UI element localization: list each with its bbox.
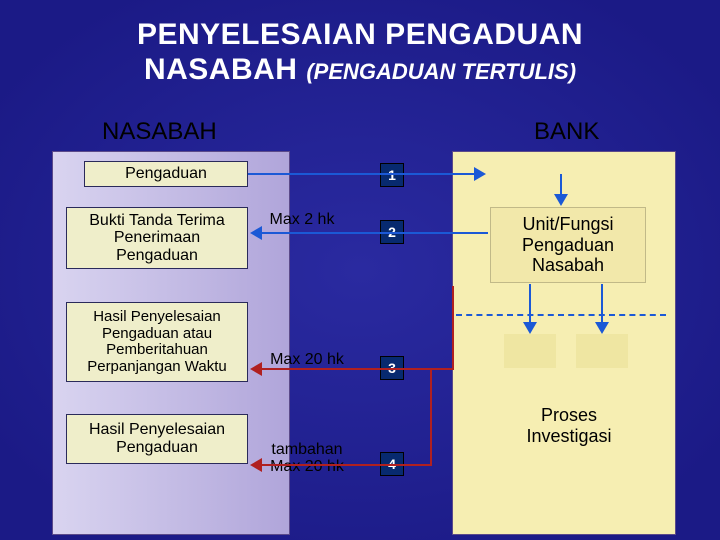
title-line2a: NASABAH	[144, 53, 306, 86]
arrow-4	[260, 464, 432, 466]
arrow-1-down	[560, 174, 562, 196]
header-bank: BANK	[534, 118, 599, 146]
arrow-2	[260, 232, 488, 234]
badge-1: 1	[380, 163, 404, 187]
bank-box-proses: Proses Investigasi	[494, 402, 644, 450]
arrow-unit-s1-head	[523, 322, 537, 334]
arrow-1	[248, 173, 476, 175]
header-nasabah: NASABAH	[102, 118, 217, 146]
arrow-unit-s1-v	[529, 284, 531, 324]
title-line1: PENYELESAIAN PENGADUAN	[30, 18, 690, 53]
arrow-4-vert	[430, 370, 432, 466]
nasabah-box-pengaduan: Pengaduan	[84, 161, 248, 187]
arrow-2-head	[250, 226, 262, 240]
arrow-unit-s2-v	[601, 284, 603, 324]
label-tambahan: tambahan Max 20 hk	[262, 442, 352, 476]
arrow-1-down-head	[554, 194, 568, 206]
arrow-3-vert	[452, 286, 454, 370]
label-max20hk: Max 20 hk	[262, 352, 352, 369]
bank-small-box-2	[576, 334, 628, 368]
label-max2hk: Max 2 hk	[262, 212, 342, 229]
arrow-1-head	[474, 167, 486, 181]
title-line2b: (PENGADUAN TERTULIS)	[306, 59, 576, 84]
nasabah-box-bukti: Bukti Tanda Terima Penerimaan Pengaduan	[66, 207, 248, 269]
arrow-unit-s2-head	[595, 322, 609, 334]
bank-box-unit: Unit/Fungsi Pengaduan Nasabah	[490, 207, 646, 283]
slide-title: PENYELESAIAN PENGADUAN NASABAH (PENGADUA…	[0, 0, 720, 93]
arrow-3-head	[250, 362, 262, 376]
dashed-connector	[456, 314, 666, 316]
arrow-4-head	[250, 458, 262, 472]
arrow-3	[260, 368, 454, 370]
bank-small-box-1	[504, 334, 556, 368]
slide: PENYELESAIAN PENGADUAN NASABAH (PENGADUA…	[0, 0, 720, 540]
nasabah-box-hasil-perpanjangan: Hasil Penyelesaian Pengaduan atau Pember…	[66, 302, 248, 382]
nasabah-box-hasil: Hasil Penyelesaian Pengaduan	[66, 414, 248, 464]
